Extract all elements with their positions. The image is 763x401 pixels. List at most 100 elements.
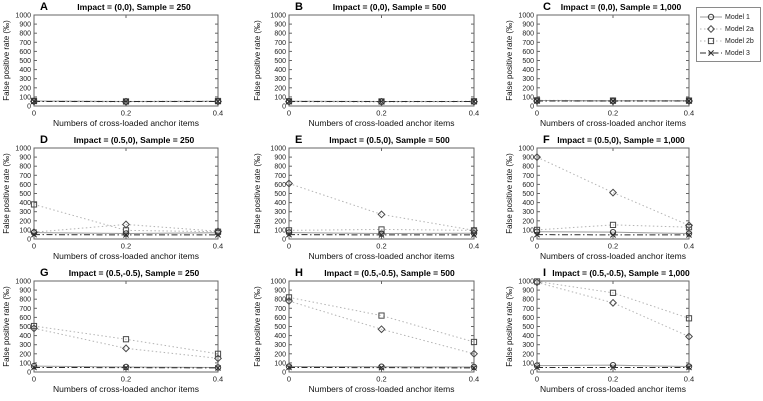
svg-text:Impact = (0,0), Sample = 500: Impact = (0,0), Sample = 500 [333, 2, 447, 12]
svg-text:0.2: 0.2 [608, 375, 618, 384]
svg-text:100: 100 [522, 360, 534, 367]
legend-label-model3: Model 3 [725, 49, 750, 57]
svg-text:600: 600 [274, 49, 286, 56]
svg-text:1000: 1000 [270, 279, 286, 286]
svg-text:600: 600 [274, 315, 286, 322]
svg-text:100: 100 [274, 360, 286, 367]
svg-text:Impact = (0,0), Sample = 1,000: Impact = (0,0), Sample = 1,000 [561, 2, 682, 12]
svg-text:600: 600 [522, 49, 534, 56]
svg-text:0: 0 [282, 104, 286, 111]
svg-text:1000: 1000 [15, 13, 31, 20]
svg-text:700: 700 [522, 306, 534, 313]
svg-text:1000: 1000 [518, 13, 534, 20]
svg-text:False positive rate (‰): False positive rate (‰) [2, 20, 11, 101]
svg-text:300: 300 [274, 342, 286, 349]
legend-sample-model3-icon [700, 50, 722, 56]
svg-text:0: 0 [32, 109, 36, 118]
svg-text:0.4: 0.4 [684, 242, 694, 251]
svg-text:900: 900 [522, 288, 534, 295]
svg-text:500: 500 [274, 191, 286, 198]
svg-text:900: 900 [19, 155, 31, 162]
svg-text:400: 400 [19, 67, 31, 74]
svg-text:E: E [295, 134, 302, 146]
svg-text:Impact = (0.5,-0.5), Sample =: Impact = (0.5,-0.5), Sample = 250 [69, 268, 200, 278]
svg-text:700: 700 [274, 40, 286, 47]
svg-text:300: 300 [522, 76, 534, 83]
svg-text:B: B [295, 1, 303, 13]
svg-text:400: 400 [522, 200, 534, 207]
svg-text:800: 800 [274, 297, 286, 304]
panel-e-chart: 0 100 200 300 400 500 600 700 800 900 1000 0 0.2 0.4 E… [251, 133, 503, 266]
svg-text:0.4: 0.4 [213, 109, 223, 118]
svg-text:500: 500 [274, 324, 286, 331]
legend-label-model2b: Model 2b [725, 37, 754, 45]
svg-text:0.2: 0.2 [376, 109, 386, 118]
svg-text:400: 400 [274, 67, 286, 74]
svg-text:500: 500 [274, 58, 286, 65]
svg-text:False positive rate (‰): False positive rate (‰) [505, 153, 514, 234]
panel-f-chart: 0 100 200 300 400 500 600 700 800 900 1000 0 0.2 0.4 F… [503, 133, 695, 266]
svg-text:0: 0 [282, 237, 286, 244]
svg-text:0.4: 0.4 [684, 375, 694, 384]
svg-text:Impact = (0.5,0), Sample = 1,0: Impact = (0.5,0), Sample = 1,000 [557, 135, 685, 145]
legend-item-model1: Model 1 [699, 11, 758, 23]
panel-g-chart: 0 100 200 300 400 500 600 700 800 900 1000 0 0.2 0.4 G… [0, 266, 251, 401]
svg-text:300: 300 [522, 209, 534, 216]
panel-i-chart: 0 100 200 300 400 500 600 700 800 900 1000 0 0.2 0.4 I… [503, 266, 695, 401]
svg-text:200: 200 [274, 351, 286, 358]
svg-text:False positive rate (‰): False positive rate (‰) [253, 153, 262, 234]
svg-text:600: 600 [19, 315, 31, 322]
svg-text:Impact = (0.5,-0.5), Sample =: Impact = (0.5,-0.5), Sample = 500 [324, 268, 455, 278]
svg-text:400: 400 [522, 333, 534, 340]
svg-text:0.4: 0.4 [469, 242, 479, 251]
svg-text:800: 800 [522, 164, 534, 171]
svg-text:100: 100 [274, 94, 286, 101]
svg-text:D: D [40, 134, 48, 146]
svg-text:700: 700 [274, 173, 286, 180]
svg-text:800: 800 [19, 164, 31, 171]
svg-text:Numbers of cross-loaded anchor: Numbers of cross-loaded anchor items [540, 118, 686, 128]
svg-text:0.4: 0.4 [469, 375, 479, 384]
svg-text:1000: 1000 [15, 279, 31, 286]
svg-text:800: 800 [274, 164, 286, 171]
svg-text:Numbers of cross-loaded anchor: Numbers of cross-loaded anchor items [540, 384, 686, 394]
legend-item-model3: Model 3 [699, 47, 758, 59]
svg-text:Numbers of cross-loaded anchor: Numbers of cross-loaded anchor items [53, 384, 199, 394]
svg-text:1000: 1000 [518, 146, 534, 153]
svg-text:A: A [40, 1, 48, 13]
svg-text:0.2: 0.2 [121, 242, 131, 251]
svg-text:400: 400 [19, 200, 31, 207]
svg-text:100: 100 [19, 94, 31, 101]
svg-text:200: 200 [522, 218, 534, 225]
svg-text:300: 300 [274, 76, 286, 83]
svg-text:500: 500 [19, 58, 31, 65]
panel-c-chart: 0 100 200 300 400 500 600 700 800 900 1000 0 0.2 0.4 C… [503, 0, 695, 133]
svg-text:100: 100 [19, 360, 31, 367]
svg-text:F: F [543, 134, 550, 146]
svg-text:200: 200 [19, 218, 31, 225]
svg-text:1000: 1000 [15, 146, 31, 153]
svg-text:900: 900 [522, 155, 534, 162]
svg-text:0: 0 [27, 237, 31, 244]
panel-a-chart: 0 100 200 300 400 500 600 700 800 900 1000 0 0.2 0.4 A… [0, 0, 251, 133]
svg-text:200: 200 [19, 351, 31, 358]
svg-text:100: 100 [522, 94, 534, 101]
panel-d-chart: 0 100 200 300 400 500 600 700 800 900 1000 0 0.2 0.4 D… [0, 133, 251, 266]
svg-text:900: 900 [274, 288, 286, 295]
svg-text:False positive rate (‰): False positive rate (‰) [2, 286, 11, 367]
svg-text:200: 200 [274, 85, 286, 92]
svg-text:Impact = (0,0), Sample = 250: Impact = (0,0), Sample = 250 [77, 2, 191, 12]
legend-item-model2a: Model 2a [699, 23, 758, 35]
svg-text:0: 0 [32, 242, 36, 251]
svg-text:0: 0 [287, 375, 291, 384]
svg-text:900: 900 [522, 22, 534, 29]
svg-text:False positive rate (‰): False positive rate (‰) [505, 286, 514, 367]
svg-text:Numbers of cross-loaded anchor: Numbers of cross-loaded anchor items [53, 118, 199, 128]
svg-text:Numbers of cross-loaded anchor: Numbers of cross-loaded anchor items [309, 251, 455, 261]
svg-text:900: 900 [274, 155, 286, 162]
svg-text:500: 500 [19, 191, 31, 198]
svg-text:200: 200 [522, 351, 534, 358]
svg-text:I: I [543, 267, 546, 279]
svg-text:1000: 1000 [518, 279, 534, 286]
svg-text:400: 400 [522, 67, 534, 74]
